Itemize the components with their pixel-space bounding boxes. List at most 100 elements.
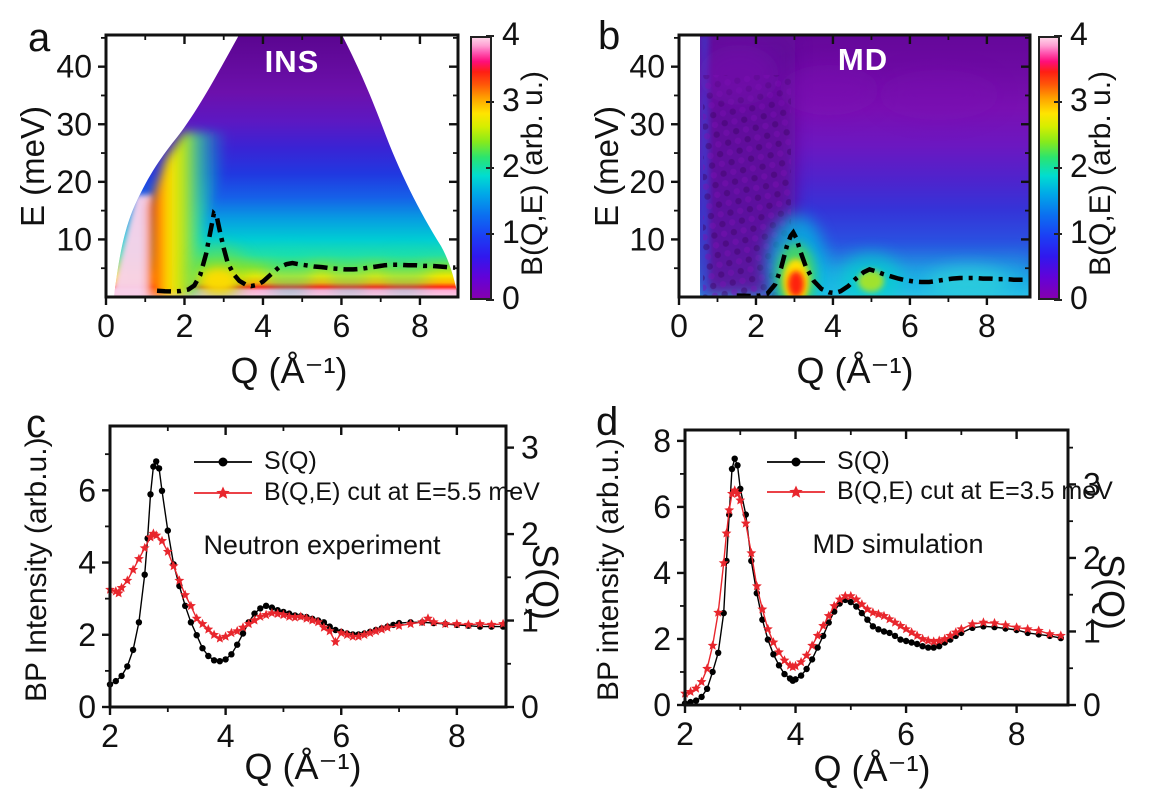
panel-letter-b: b: [598, 14, 621, 58]
plot-frame: [108, 424, 508, 709]
legend-d-label-1: S(Q): [837, 447, 890, 475]
panel-a-xlabel: Q (Å⁻¹): [230, 350, 348, 391]
plot-frame: [677, 33, 1032, 299]
svg-text:8: 8: [411, 308, 429, 344]
star-marker-icon: [216, 486, 230, 499]
axes-and-curves: 0 2 4 6 8 10 20 30 40: [56, 33, 460, 344]
series-0: [681, 455, 1064, 707]
circle-marker-icon: [218, 457, 228, 466]
panel-b-xlabel: Q (Å⁻¹): [796, 350, 914, 391]
legend-d-row-2: B(Q,E) cut at E=3.5 meV: [765, 477, 1113, 506]
legend-c-label-1: S(Q): [264, 447, 317, 475]
panel-d-ylabel-left: BP intensity (arb.u.): [592, 438, 625, 702]
colorbar-tick: [486, 100, 494, 104]
svg-text:4: 4: [78, 545, 96, 581]
panel-letter-d: d: [596, 400, 619, 444]
svg-text:2: 2: [521, 516, 539, 552]
colorbar-tick-label: 1: [1070, 214, 1088, 250]
colorbar-tick-label: 4: [502, 16, 520, 52]
svg-text:2: 2: [78, 617, 96, 653]
green-hotspot: [858, 270, 884, 292]
svg-text:6: 6: [78, 472, 96, 508]
plot-frame: [683, 428, 1070, 707]
svg-text:2: 2: [747, 308, 765, 344]
svg-text:4: 4: [254, 308, 272, 344]
low-q-saturated-region: [114, 195, 153, 297]
panel-a-title: INS: [264, 44, 320, 79]
colorbar-a-label: B(Q,E) (arb. u.): [516, 70, 549, 276]
colorbar-tick: [486, 232, 494, 236]
legend-d-row-1: S(Q): [765, 447, 890, 476]
svg-text:6: 6: [897, 716, 915, 752]
legend-c-row-2: B(Q,E) cut at E=5.5 meV: [192, 478, 540, 507]
colorbar-tick: [1054, 34, 1062, 38]
svg-text:2: 2: [1083, 540, 1101, 576]
colorbar-tick: [1054, 232, 1062, 236]
colorbar-tick: [486, 34, 494, 38]
svg-text:4: 4: [824, 308, 842, 344]
panel-d-xlabel: Q (Å⁻¹): [813, 748, 931, 789]
svg-text:6: 6: [332, 718, 350, 754]
svg-text:8: 8: [653, 423, 671, 459]
svg-text:0: 0: [1083, 687, 1101, 723]
svg-text:6: 6: [653, 489, 671, 525]
svg-text:30: 30: [56, 106, 92, 142]
colorbar-tick: [1054, 166, 1062, 170]
svg-text:0: 0: [97, 308, 115, 344]
circle-marker-icon: [791, 457, 801, 466]
heatmap-ins: 0 2 4 6 8 10 20 30 40: [56, 33, 460, 344]
legend-c-swatch-red: [194, 486, 252, 499]
colorbar-a: 0 1 2 3 4: [470, 16, 540, 316]
heatmap-md: 0 2 4 6 8 10 20 30 40: [629, 33, 1032, 344]
svg-text:3: 3: [521, 430, 539, 466]
dispersion-curve: [156, 208, 456, 294]
svg-text:40: 40: [629, 49, 665, 85]
svg-text:0: 0: [521, 689, 539, 725]
panel-c-ylabel-left: BP Intensity (arb.u.): [20, 437, 53, 703]
svg-text:30: 30: [629, 106, 665, 142]
panel-a-ylabel: E (meV): [14, 105, 51, 227]
axes-and-curves: 0 2 4 6 8 10 20 30 40: [629, 33, 1032, 344]
svg-text:3: 3: [1083, 466, 1101, 502]
panel-letter-a: a: [28, 16, 51, 60]
svg-text:0: 0: [670, 308, 688, 344]
legend-d-swatch-red: [767, 485, 825, 498]
colorbar-tick-label: 4: [1070, 16, 1088, 52]
legend-c-label-2: B(Q,E) cut at E=5.5 meV: [264, 478, 540, 506]
svg-text:2: 2: [676, 716, 694, 752]
svg-text:20: 20: [56, 164, 92, 200]
red-hotspot: [788, 271, 804, 297]
colorbar-tick: [486, 298, 494, 302]
legend-d-swatch-black: [767, 457, 825, 466]
colorbar-tick-label: 2: [1070, 148, 1088, 184]
colorbar-tick-label: 0: [1070, 280, 1088, 316]
svg-text:6: 6: [333, 308, 351, 344]
panel-c-annotation: Neutron experiment: [203, 530, 441, 560]
colorbar-tick: [486, 166, 494, 170]
svg-text:0: 0: [653, 687, 671, 723]
panel-d-ylabel-right: S(Q): [1091, 554, 1132, 630]
colorbar-tick-label: 2: [502, 148, 520, 184]
panel-b-ylabel: E (meV): [588, 105, 625, 227]
svg-text:0: 0: [78, 689, 96, 725]
svg-text:8: 8: [448, 718, 466, 754]
dispersion-curve: [736, 228, 1030, 299]
svg-text:10: 10: [629, 221, 665, 257]
low-q-rainbow-band: [150, 132, 228, 297]
colorbar-tick-label: 1: [502, 214, 520, 250]
svg-text:10: 10: [56, 221, 92, 257]
svg-text:1: 1: [521, 603, 539, 639]
panel-letter-c: c: [26, 402, 46, 446]
legend-c-row-1: S(Q): [192, 447, 317, 476]
svg-text:8: 8: [1008, 716, 1026, 752]
series-1: [105, 528, 509, 647]
panel-c-ylabel-right: S(Q): [525, 544, 566, 620]
series-1: [680, 485, 1066, 698]
plot-frame: [104, 33, 460, 299]
colorbar-tick: [1054, 298, 1062, 302]
colorbar-tick-label: 3: [502, 82, 520, 118]
